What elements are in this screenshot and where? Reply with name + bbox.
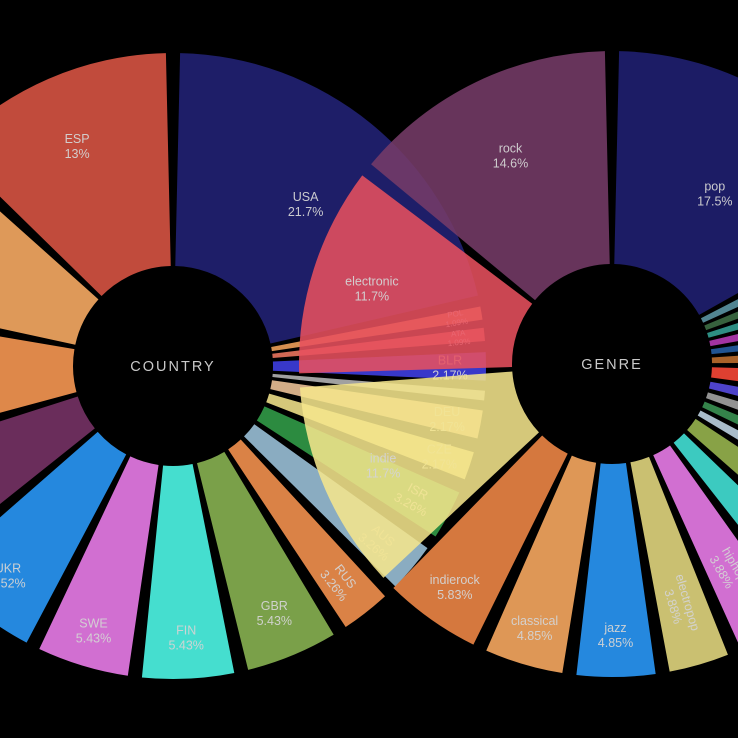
genre-chart-title: GENRE xyxy=(581,357,643,373)
segment-label-hiphop: hiphop3.88% xyxy=(706,545,738,592)
segment-hiphop[interactable] xyxy=(653,445,738,649)
segment-RUS[interactable] xyxy=(228,439,386,628)
segment-country-unlabeled-16[interactable] xyxy=(0,157,99,345)
segment-UKR[interactable] xyxy=(0,431,127,643)
segment-label-jazz: jazz 4.85% xyxy=(598,621,633,650)
segment-genre-unlabeled-11[interactable] xyxy=(697,410,738,526)
segment-label-ESP: ESP 13% xyxy=(65,132,90,161)
segment-electropop[interactable] xyxy=(630,456,728,672)
segment-label-electronic: electronic 11.7% xyxy=(345,275,399,304)
segment-ESP[interactable] xyxy=(0,53,171,297)
country-chart-title: COUNTRY xyxy=(130,359,215,375)
segment-label-rock: rock 14.6% xyxy=(493,141,528,170)
segment-genre-unlabeled-2[interactable] xyxy=(704,244,738,331)
segment-label-FIN: FIN 5.43% xyxy=(168,624,203,653)
segment-FIN[interactable] xyxy=(141,464,235,679)
segment-indierock[interactable] xyxy=(393,435,568,645)
segment-genre-unlabeled-3[interactable] xyxy=(707,267,738,338)
segment-genre-unlabeled-12[interactable] xyxy=(687,418,738,571)
segment-label-indie: indie 11.7% xyxy=(366,452,401,481)
segment-electronic[interactable] xyxy=(298,175,533,374)
segment-genre-unlabeled-6[interactable] xyxy=(711,343,738,364)
segment-GBR[interactable] xyxy=(197,451,334,670)
genre-chart: pop 17.5%hiphop3.88%electropop3.88%jazz 4.… xyxy=(298,51,738,678)
segment-label-GBR: GBR 5.43% xyxy=(257,599,292,628)
segment-label-pop: pop 17.5% xyxy=(697,180,732,209)
segment-SWE[interactable] xyxy=(39,456,159,676)
segment-genre-unlabeled-7[interactable] xyxy=(711,367,738,406)
segment-genre-unlabeled-1[interactable] xyxy=(700,221,738,323)
segment-label-UKR: UKR6.52% xyxy=(0,562,26,591)
segment-genre-unlabeled-4[interactable] xyxy=(709,292,738,347)
segment-genre-unlabeled-10[interactable] xyxy=(702,401,738,500)
segment-pop[interactable] xyxy=(614,51,738,315)
segment-genre-unlabeled-5[interactable] xyxy=(710,318,738,355)
segment-country-unlabeled-15[interactable] xyxy=(0,313,77,447)
segment-label-SWE: SWE 5.43% xyxy=(76,616,111,645)
segment-indie[interactable] xyxy=(299,371,539,578)
segment-country-unlabeled-14[interactable] xyxy=(0,396,95,561)
segment-label-USA: USA 21.7% xyxy=(288,190,323,219)
segment-genre-unlabeled-8[interactable] xyxy=(708,381,738,441)
segment-genre-unlabeled-9[interactable] xyxy=(705,392,738,471)
segment-label-classical: classical 4.85% xyxy=(511,614,558,643)
segment-rock[interactable] xyxy=(371,51,610,301)
segment-jazz[interactable] xyxy=(576,463,656,678)
segment-classical[interactable] xyxy=(486,455,597,674)
segment-genre-unlabeled-13[interactable] xyxy=(673,433,738,610)
segment-label-indierock: indierock 5.83% xyxy=(430,573,481,602)
